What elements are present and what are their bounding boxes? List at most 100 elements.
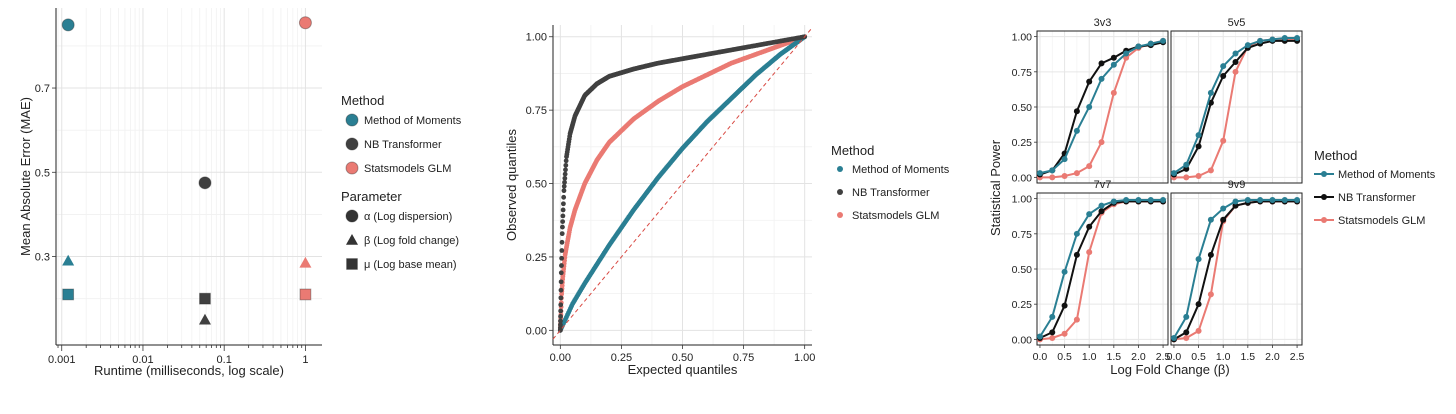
series-point (1232, 58, 1239, 65)
qq-point (558, 302, 564, 308)
series-point (1135, 197, 1142, 204)
facet-title: 7v7 (1094, 179, 1112, 191)
facet-title: 5v5 (1228, 17, 1246, 29)
legend-label-method: Method of Moments (364, 115, 462, 127)
series-point (1086, 223, 1093, 230)
series-point (1160, 37, 1167, 44)
legend-marker-parameter (345, 209, 359, 223)
series-point (1036, 333, 1043, 340)
x-tick-label: 1.5 (1241, 351, 1256, 363)
series-point (1073, 170, 1080, 177)
runtime-mae-chart: 0.001 0.01 0.1 1 0.3 0.5 0.7 Runtime (milliseco… (18, 8, 462, 378)
series-point (1086, 163, 1093, 170)
series-point (1049, 329, 1056, 336)
series-point (1195, 256, 1202, 263)
series-point (1294, 197, 1301, 204)
series-point (1220, 137, 1227, 144)
qq-plot-chart: 0.00 0.25 0.50 0.75 1.00 0.00 0.25 0.50 0.75 1.00… (504, 25, 950, 377)
x-tick-label: 2.0 (1131, 351, 1146, 363)
y-tick-label: 1.00 (1012, 194, 1033, 206)
series-point (1207, 167, 1214, 174)
facet-panel: 3v3 0.00 0.25 0.50 0.75 1.00 (1012, 17, 1169, 184)
panel-border (1170, 30, 1303, 184)
series-point (1098, 202, 1105, 209)
series-point (1294, 35, 1301, 42)
x-tick-label: 0.1 (217, 354, 232, 366)
series-point (1098, 75, 1105, 82)
series-point (1232, 50, 1239, 57)
series-point (1257, 197, 1264, 204)
qq-point (561, 183, 567, 189)
series-point (1061, 302, 1068, 309)
qq-point (561, 188, 567, 194)
qq-point (562, 175, 568, 181)
legend-label: Method of Moments (852, 164, 950, 176)
legend-label: Statsmodels GLM (1338, 215, 1425, 227)
series-point (1195, 327, 1202, 334)
legend-label-parameter: α (Log dispersion) (364, 211, 452, 223)
legend-label-method: Statsmodels GLM (364, 163, 451, 175)
qq-point (558, 295, 564, 301)
legend-label-method: NB Transformer (364, 139, 442, 151)
series-point (1244, 42, 1251, 49)
legend-marker (1321, 217, 1327, 223)
x-axis-label: Log Fold Change (β) (1110, 362, 1230, 377)
legend-label: NB Transformer (852, 187, 930, 199)
legend-marker-method (345, 137, 359, 151)
x-tick-label: 0.01 (132, 354, 153, 366)
series-point (1269, 197, 1276, 204)
series-point (1098, 139, 1105, 146)
y-tick-label: 0.50 (1012, 102, 1033, 114)
qq-point (563, 167, 568, 173)
series-point (1160, 197, 1167, 204)
series-point (1086, 211, 1093, 218)
y-tick-label: 0.50 (526, 179, 547, 191)
facet-panel: 9v9 0.0 0.5 1.0 1.5 2.0 2.5 (1167, 179, 1305, 363)
legend-marker-method (345, 113, 359, 127)
y-tick-label: 0.50 (1012, 264, 1033, 276)
x-tick-label: 0.0 (1033, 351, 1048, 363)
data-point (198, 313, 211, 325)
legend-label: NB Transformer (1338, 192, 1416, 204)
qq-point (558, 308, 564, 314)
qq-point (560, 201, 566, 207)
facet-title: 3v3 (1094, 17, 1112, 29)
qq-point (560, 207, 566, 213)
legend-label: Statsmodels GLM (852, 210, 939, 222)
series-point (1170, 334, 1177, 341)
qq-points (557, 34, 808, 333)
qq-point (563, 158, 569, 164)
legend: Method Method of Moments NB Transformer Sta… (341, 93, 462, 271)
series-point (1110, 198, 1117, 205)
series-point (1061, 330, 1068, 337)
series-point (1207, 216, 1214, 223)
x-tick-label: 0.75 (733, 352, 754, 364)
series-point (1257, 37, 1264, 44)
qq-point (558, 279, 564, 285)
y-axis-label: Mean Absolute Error (MAE) (18, 97, 33, 256)
qq-point (560, 219, 566, 225)
x-tick-label: 0.0 (1167, 351, 1182, 363)
qq-point (558, 318, 563, 324)
legend-marker (1321, 171, 1327, 177)
series-point (1147, 40, 1154, 47)
series-point (1183, 174, 1190, 181)
series-point (1281, 197, 1288, 204)
series-point (1135, 43, 1142, 50)
legend-title: Method (1314, 148, 1357, 163)
y-tick-label: 0.7 (35, 83, 50, 95)
y-tick-label: 0.75 (526, 105, 547, 117)
facet-title: 9v9 (1228, 179, 1246, 191)
x-tick-label: 0.00 (550, 352, 571, 364)
x-tick-label: 0.001 (48, 354, 76, 366)
series-point (1232, 202, 1239, 209)
x-tick-label: 0.5 (1057, 351, 1072, 363)
facet-panel: 7v7 0.00 0.25 0.50 0.75 1.00 0.0 0.5 1.0 1.5 2.0 2.… (1012, 179, 1171, 363)
series-point (1061, 156, 1068, 163)
y-tick-label: 0.75 (1012, 229, 1033, 241)
series-point (1170, 170, 1177, 177)
series-point (1061, 172, 1068, 179)
series-point (1281, 35, 1288, 42)
series-point (1086, 104, 1093, 110)
y-axis-label: Statistical Power (988, 139, 1003, 236)
